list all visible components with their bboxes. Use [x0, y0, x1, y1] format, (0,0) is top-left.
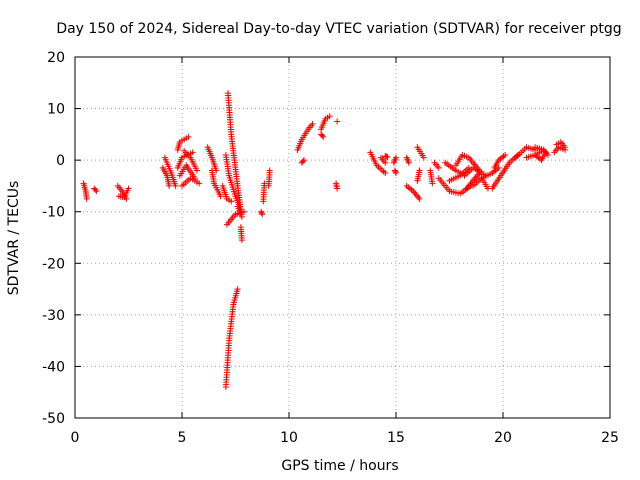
x-tick-label: 15 [387, 430, 405, 446]
x-tick-label: 10 [280, 430, 298, 446]
data-point [300, 157, 307, 164]
data-point [320, 133, 327, 140]
data-point [382, 159, 389, 166]
x-tick-label: 20 [494, 430, 512, 446]
x-axis-label: GPS time / hours [281, 458, 398, 474]
data-point [405, 159, 412, 166]
data-point [259, 211, 266, 218]
data-point [166, 182, 173, 189]
data-point [420, 154, 427, 161]
data-point [502, 151, 509, 158]
data-point [334, 118, 341, 125]
axis-ticks: 0 5 10 15 20 25 -50 -40 -30 -20 -10 0 10 20 [42, 50, 619, 446]
data-point [319, 132, 326, 139]
data-point [309, 121, 316, 128]
data-point [391, 167, 398, 174]
data-point [429, 180, 436, 187]
data-point [258, 210, 265, 217]
data-point [92, 186, 99, 193]
data-point [196, 180, 203, 187]
data-point [382, 170, 389, 177]
y-tick-label: -10 [42, 205, 65, 221]
data-point [189, 149, 196, 156]
y-tick-label: -50 [42, 411, 65, 427]
data-point [83, 195, 90, 202]
chart-title: Day 150 of 2024, Sidereal Day-to-day VTE… [56, 21, 621, 37]
y-tick-label: -30 [42, 308, 65, 324]
data-point [234, 286, 241, 293]
y-tick-label: -40 [42, 359, 65, 375]
data-point [384, 154, 391, 161]
data-point [185, 133, 192, 140]
data-point [238, 237, 245, 244]
data-point [334, 185, 341, 192]
plot-frame [74, 56, 611, 419]
x-tick-label: 5 [178, 430, 187, 446]
y-tick-label: -20 [42, 256, 65, 272]
data-point [393, 170, 399, 177]
data-point [326, 113, 333, 120]
data-point [193, 167, 200, 174]
x-tick-label: 25 [601, 430, 619, 446]
data-point [299, 158, 306, 165]
data-point [228, 198, 235, 205]
y-tick-label: 0 [56, 153, 65, 169]
data-point [392, 168, 399, 175]
data-point [476, 170, 483, 177]
gridlines [75, 57, 610, 418]
data-point [172, 182, 179, 189]
data-point [393, 154, 399, 161]
data-point [238, 213, 245, 220]
data-point [93, 188, 100, 195]
y-tick-label: 20 [47, 50, 65, 66]
data-point [416, 167, 423, 174]
data-point [217, 193, 224, 200]
x-tick-label: 0 [71, 430, 80, 446]
data-point [416, 195, 423, 202]
data-point [544, 151, 551, 158]
data-point [266, 167, 273, 174]
data-point [435, 164, 442, 171]
data-point [383, 153, 390, 160]
data-point [258, 208, 265, 215]
data-points [80, 90, 569, 391]
data-point [562, 144, 569, 151]
data-point [125, 185, 132, 192]
data-point [241, 208, 248, 215]
y-axis-label: SDTVAR / TECUs [6, 181, 22, 296]
y-tick-label: 10 [47, 102, 65, 118]
